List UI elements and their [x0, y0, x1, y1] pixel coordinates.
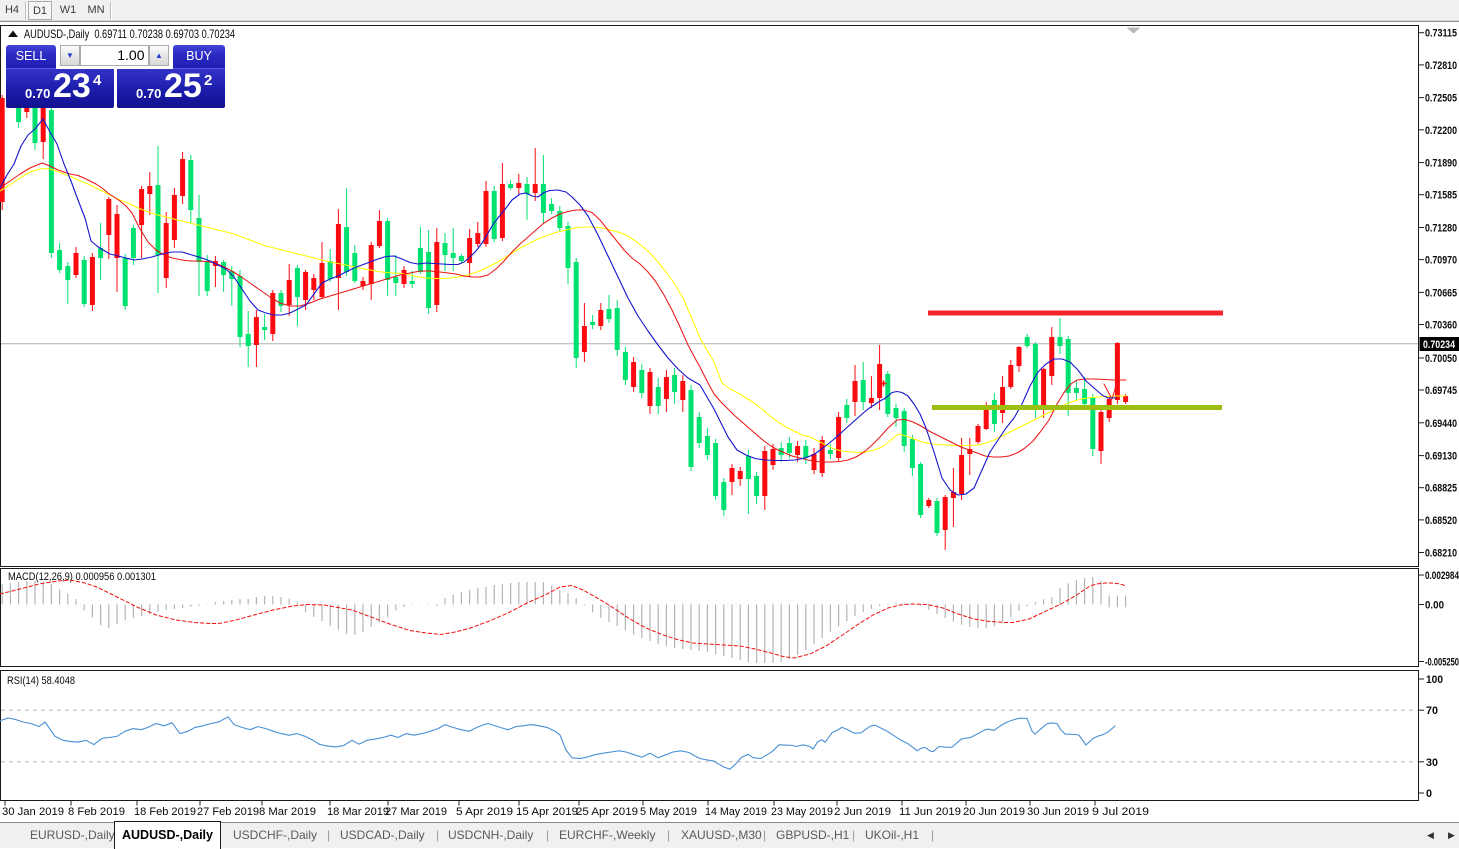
svg-text:2 Jun 2019: 2 Jun 2019 — [834, 806, 891, 818]
svg-text:0.002984: 0.002984 — [1425, 570, 1459, 582]
svg-text:14 May 2019: 14 May 2019 — [705, 806, 767, 818]
svg-text:0.72200: 0.72200 — [1425, 125, 1457, 137]
svg-text:MACD(12,26,9) 0.000956 0.00130: MACD(12,26,9) 0.000956 0.001301 — [8, 571, 156, 583]
svg-text:100: 100 — [1426, 674, 1443, 686]
svg-text:0.00: 0.00 — [1425, 600, 1444, 612]
svg-text:5 May 2019: 5 May 2019 — [640, 806, 697, 818]
svg-text:11 Jun 2019: 11 Jun 2019 — [899, 806, 961, 818]
svg-text:8 Mar 2019: 8 Mar 2019 — [259, 806, 316, 818]
svg-text:0: 0 — [1426, 788, 1432, 800]
svg-text:0.69130: 0.69130 — [1425, 451, 1457, 463]
svg-text:27 Feb 2019: 27 Feb 2019 — [197, 806, 259, 818]
svg-text:18 Feb 2019: 18 Feb 2019 — [134, 806, 196, 818]
svg-text:9 Jul 2019: 9 Jul 2019 — [1092, 806, 1149, 818]
svg-text:0.71280: 0.71280 — [1425, 223, 1457, 235]
svg-text:-0.005250: -0.005250 — [1425, 657, 1459, 669]
svg-text:0.70970: 0.70970 — [1425, 255, 1457, 267]
svg-text:0.72505: 0.72505 — [1425, 93, 1457, 105]
svg-text:30 Jun 2019: 30 Jun 2019 — [1027, 806, 1089, 818]
svg-text:30: 30 — [1426, 757, 1438, 769]
svg-text:0.70234: 0.70234 — [1423, 339, 1456, 351]
svg-text:8 Feb 2019: 8 Feb 2019 — [68, 806, 125, 818]
svg-text:30 Jan 2019: 30 Jan 2019 — [2, 806, 64, 818]
svg-text:0.70665: 0.70665 — [1425, 287, 1457, 299]
svg-text:23 May 2019: 23 May 2019 — [771, 806, 833, 818]
svg-text:25 Apr 2019: 25 Apr 2019 — [576, 806, 638, 818]
svg-text:0.73115: 0.73115 — [1425, 28, 1457, 40]
svg-text:RSI(14) 58.4048: RSI(14) 58.4048 — [7, 675, 75, 687]
svg-text:0.68825: 0.68825 — [1425, 483, 1457, 495]
svg-text:0.71585: 0.71585 — [1425, 190, 1457, 202]
svg-text:18 Mar 2019: 18 Mar 2019 — [327, 806, 389, 818]
svg-text:0.69440: 0.69440 — [1425, 418, 1457, 430]
svg-text:AUDUSD-,Daily 0.69711 0.70238: AUDUSD-,Daily 0.69711 0.70238 0.69703 0.… — [24, 27, 235, 41]
svg-text:70: 70 — [1426, 705, 1438, 717]
svg-text:0.68520: 0.68520 — [1425, 515, 1457, 527]
svg-text:0.69745: 0.69745 — [1425, 385, 1457, 397]
svg-text:20 Jun 2019: 20 Jun 2019 — [963, 806, 1025, 818]
svg-text:15 Apr 2019: 15 Apr 2019 — [516, 806, 578, 818]
svg-text:0.68210: 0.68210 — [1425, 548, 1457, 560]
svg-text:0.72810: 0.72810 — [1425, 60, 1457, 72]
svg-text:27 Mar 2019: 27 Mar 2019 — [385, 806, 447, 818]
svg-text:0.70360: 0.70360 — [1425, 320, 1457, 332]
svg-text:5 Apr 2019: 5 Apr 2019 — [456, 806, 513, 818]
svg-text:0.70050: 0.70050 — [1425, 353, 1457, 365]
svg-text:0.71890: 0.71890 — [1425, 158, 1457, 170]
